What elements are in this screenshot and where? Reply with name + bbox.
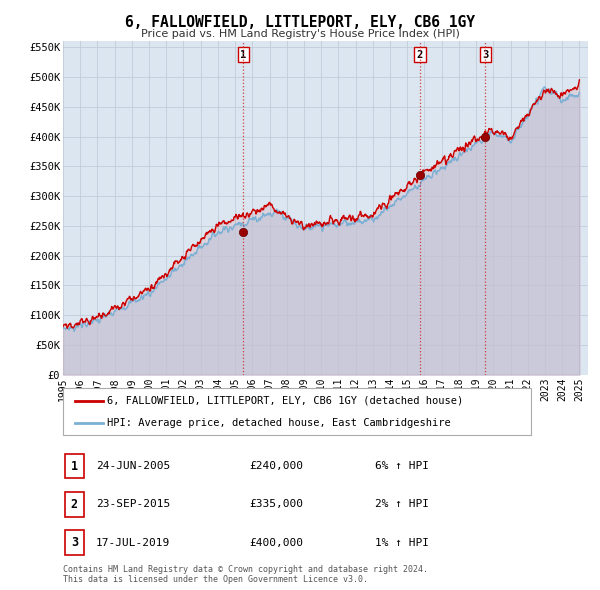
Text: 1: 1: [240, 50, 247, 60]
Text: 3: 3: [482, 50, 488, 60]
Text: 6, FALLOWFIELD, LITTLEPORT, ELY, CB6 1GY (detached house): 6, FALLOWFIELD, LITTLEPORT, ELY, CB6 1GY…: [107, 396, 464, 406]
Text: 24-JUN-2005: 24-JUN-2005: [96, 461, 170, 471]
Text: 6% ↑ HPI: 6% ↑ HPI: [375, 461, 429, 471]
Text: Contains HM Land Registry data © Crown copyright and database right 2024.
This d: Contains HM Land Registry data © Crown c…: [63, 565, 428, 584]
Bar: [65, 530, 84, 555]
Text: HPI: Average price, detached house, East Cambridgeshire: HPI: Average price, detached house, East…: [107, 418, 451, 428]
Text: Price paid vs. HM Land Registry's House Price Index (HPI): Price paid vs. HM Land Registry's House …: [140, 29, 460, 38]
Bar: [65, 492, 84, 517]
Text: 2: 2: [417, 50, 423, 60]
Text: 2: 2: [71, 498, 78, 511]
Text: 1% ↑ HPI: 1% ↑ HPI: [375, 538, 429, 548]
Text: 23-SEP-2015: 23-SEP-2015: [96, 500, 170, 509]
Text: 2% ↑ HPI: 2% ↑ HPI: [375, 500, 429, 509]
Text: £240,000: £240,000: [249, 461, 303, 471]
Text: 6, FALLOWFIELD, LITTLEPORT, ELY, CB6 1GY: 6, FALLOWFIELD, LITTLEPORT, ELY, CB6 1GY: [125, 15, 475, 30]
Text: 1: 1: [71, 460, 78, 473]
Text: 17-JUL-2019: 17-JUL-2019: [96, 538, 170, 548]
Bar: [65, 454, 84, 478]
Text: £400,000: £400,000: [249, 538, 303, 548]
Text: 3: 3: [71, 536, 78, 549]
Text: £335,000: £335,000: [249, 500, 303, 509]
